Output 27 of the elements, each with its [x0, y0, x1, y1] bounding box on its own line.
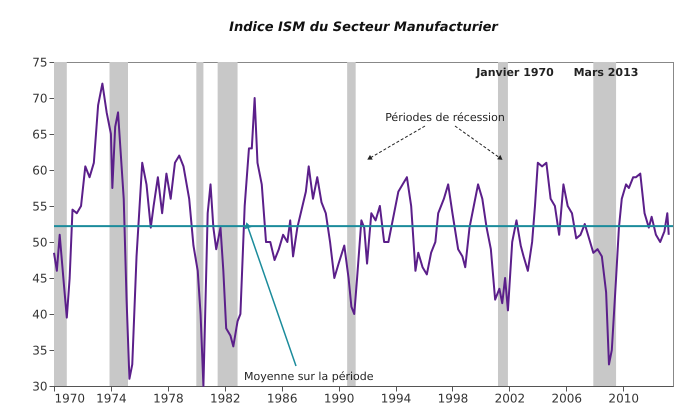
x-tick-label: 2002: [494, 392, 526, 406]
y-tick-label: 65: [32, 128, 48, 142]
chart-title: Indice ISM du Secteur Manufacturier: [229, 20, 500, 35]
x-tick-label: 1998: [438, 392, 468, 406]
annotation: Mars 2013: [574, 66, 638, 79]
y-tick-label: 30: [32, 380, 48, 394]
y-tick-label: 45: [32, 272, 48, 286]
y-tick-label: 60: [32, 164, 48, 178]
y-tick-label: 35: [32, 344, 48, 358]
x-tick-label: 1986: [266, 392, 298, 406]
x-tick-label: 2010: [608, 392, 639, 406]
x-tick-label: 1982: [210, 392, 241, 406]
x-tick-label: 1990: [324, 392, 354, 406]
y-tick-label: 70: [32, 92, 48, 106]
annotation: Janvier 1970: [475, 66, 554, 79]
annotation: Périodes de récession: [385, 111, 505, 124]
y-tick-label: 55: [32, 200, 48, 214]
y-tick-label: 75: [32, 56, 48, 70]
x-tick-label: 1994: [380, 392, 412, 406]
line-series: [53, 82, 670, 387]
x-tick-label: 1978: [153, 392, 184, 406]
x-tick-label: 1974: [96, 392, 127, 406]
y-tick-label: 50: [32, 236, 48, 250]
y-tick-label: 40: [32, 308, 48, 322]
annotation: Moyenne sur la période: [244, 370, 374, 383]
x-tick-label: 1970: [54, 392, 86, 406]
x-tick-label: 2006: [552, 392, 582, 406]
